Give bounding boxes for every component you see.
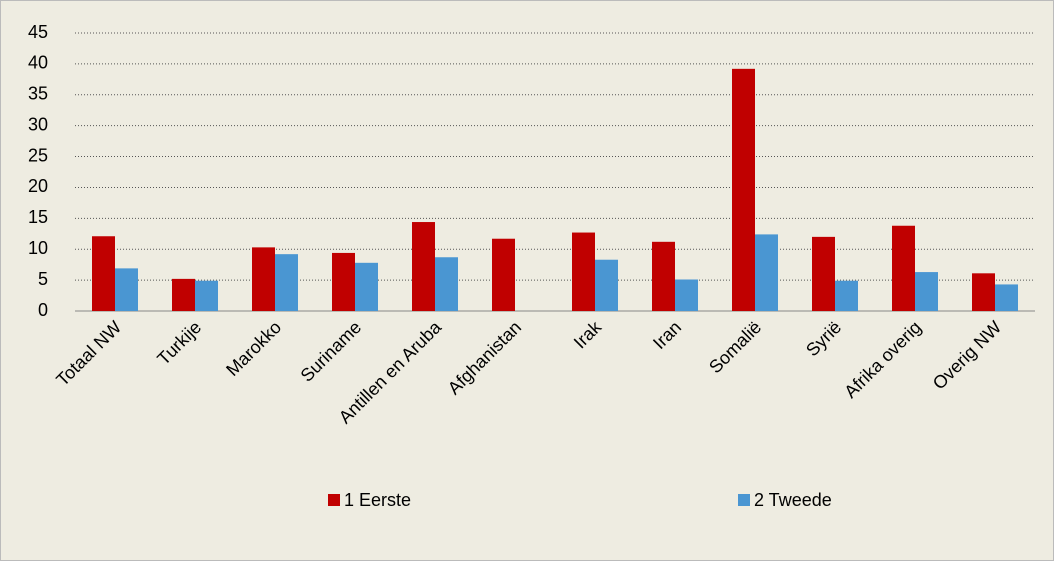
y-tick-label: 10 — [28, 238, 48, 258]
bar — [812, 236, 835, 311]
y-tick-label: 35 — [28, 84, 48, 104]
legend-swatch — [328, 494, 340, 506]
y-tick-label: 0 — [38, 300, 48, 320]
bar — [835, 280, 858, 311]
bar — [275, 254, 298, 311]
bar — [172, 278, 195, 311]
bar — [675, 279, 698, 311]
y-tick-label: 40 — [28, 53, 48, 73]
y-tick-label: 5 — [38, 269, 48, 289]
legend-label: 2 Tweede — [754, 490, 832, 510]
bar — [595, 259, 618, 311]
y-tick-label: 30 — [28, 114, 48, 134]
y-tick-label: 20 — [28, 176, 48, 196]
bar — [92, 236, 115, 311]
y-tick-label: 15 — [28, 207, 48, 227]
bar — [435, 257, 458, 311]
bar — [252, 247, 275, 311]
bar — [892, 225, 915, 311]
bar — [915, 272, 938, 311]
bar — [732, 68, 755, 311]
legend-label: 1 Eerste — [344, 490, 411, 510]
bar — [972, 273, 995, 311]
bar — [412, 222, 435, 311]
bar — [572, 232, 595, 311]
bar — [652, 241, 675, 311]
bar — [755, 234, 778, 311]
legend-swatch — [738, 494, 750, 506]
y-tick-label: 45 — [28, 22, 48, 42]
bar — [995, 284, 1018, 311]
y-tick-label: 25 — [28, 145, 48, 165]
bar — [195, 280, 218, 311]
bar — [355, 262, 378, 311]
bar — [115, 268, 138, 311]
bar — [332, 252, 355, 311]
bar — [492, 238, 515, 311]
